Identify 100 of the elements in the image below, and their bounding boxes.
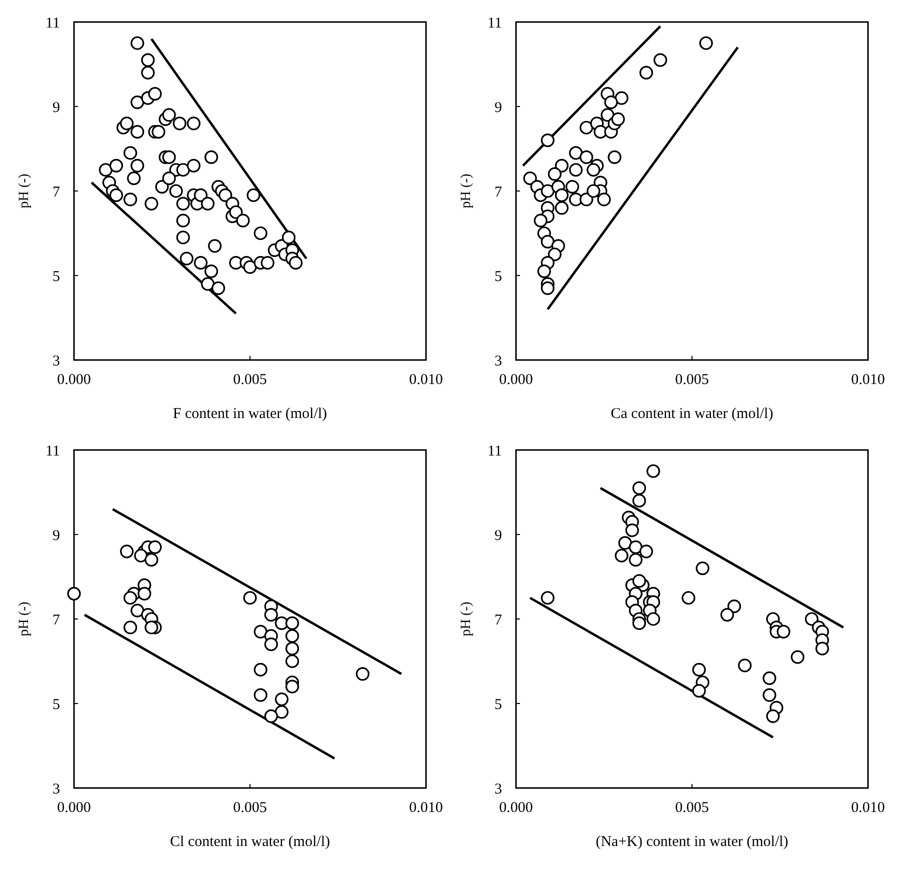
point — [548, 167, 562, 181]
point — [762, 671, 776, 685]
y-tick-label: 11 — [46, 443, 60, 460]
x-tick-label: 0.005 — [675, 372, 709, 388]
point — [628, 540, 642, 554]
point — [540, 234, 554, 248]
point — [124, 591, 138, 605]
point — [639, 66, 654, 80]
point — [804, 612, 818, 626]
x-tick-label: 0.005 — [675, 800, 709, 816]
point — [274, 692, 288, 706]
y-tick-label: 9 — [52, 100, 60, 116]
point — [586, 184, 600, 198]
y-axis-title: pH (-) — [459, 173, 474, 208]
point — [130, 604, 144, 618]
point — [540, 591, 554, 605]
point — [646, 612, 660, 626]
point — [738, 658, 752, 672]
y-tick-label: 11 — [46, 15, 60, 32]
point — [285, 654, 300, 668]
point — [285, 629, 300, 643]
y-tick-label: 5 — [494, 268, 502, 285]
y-axis-title: pH (-) — [17, 601, 32, 636]
point — [264, 608, 278, 622]
point — [285, 616, 300, 630]
point — [611, 112, 625, 126]
point — [580, 120, 594, 134]
x-axis-title: (Na+K) content in water (mol/l) — [596, 834, 788, 850]
point — [608, 150, 622, 164]
point — [67, 586, 81, 600]
point — [776, 624, 790, 638]
point — [632, 494, 646, 508]
point — [790, 650, 804, 664]
y-tick-label: 9 — [52, 528, 60, 544]
point — [646, 464, 660, 478]
y-axis-title: pH (-) — [459, 601, 474, 636]
point — [580, 192, 594, 206]
point — [720, 608, 734, 622]
x-tick-label: 0.005 — [233, 372, 267, 388]
x-tick-label: 0.010 — [851, 800, 885, 816]
y-tick-label: 3 — [52, 353, 60, 370]
point — [569, 146, 583, 160]
x-tick-label: 0.000 — [499, 800, 533, 816]
point — [148, 540, 162, 554]
point — [264, 709, 278, 723]
point — [144, 620, 158, 634]
point — [614, 91, 628, 105]
point — [614, 548, 628, 562]
point — [554, 158, 569, 172]
point — [285, 642, 300, 656]
x-tick-label: 0.010 — [409, 372, 443, 388]
point — [632, 616, 646, 630]
point — [625, 523, 639, 538]
point — [554, 201, 569, 215]
point — [696, 562, 710, 576]
x-tick-label: 0.000 — [57, 800, 91, 816]
point — [523, 172, 537, 186]
y-tick-label: 9 — [494, 528, 502, 544]
point — [628, 553, 642, 567]
point — [727, 600, 742, 614]
point — [604, 95, 618, 110]
point — [537, 264, 551, 278]
point — [540, 184, 554, 198]
point — [580, 150, 594, 164]
x-axis-title: Cl content in water (mol/l) — [170, 834, 330, 850]
y-tick-label: 3 — [494, 781, 502, 798]
y-tick-label: 7 — [494, 612, 502, 628]
point — [639, 544, 654, 558]
point — [632, 574, 646, 588]
y-tick-label: 3 — [52, 781, 60, 798]
y-tick-label: 11 — [488, 443, 502, 460]
point — [554, 188, 569, 202]
point — [540, 281, 554, 295]
point — [264, 638, 278, 652]
x-tick-label: 0.000 — [57, 372, 91, 388]
y-tick-label: 7 — [52, 184, 60, 200]
point — [586, 163, 600, 177]
point — [285, 680, 300, 694]
point — [566, 180, 580, 194]
point — [569, 163, 583, 177]
point — [120, 544, 134, 558]
x-axis-title: Ca content in water (mol/l) — [610, 406, 774, 422]
point — [254, 688, 268, 702]
point — [540, 134, 554, 148]
y-tick-label: 5 — [494, 696, 502, 713]
point — [762, 688, 776, 702]
point — [692, 684, 706, 698]
point — [134, 548, 148, 562]
x-tick-label: 0.000 — [499, 372, 533, 388]
point — [254, 624, 268, 638]
x-tick-label: 0.010 — [409, 800, 443, 816]
point — [274, 705, 288, 719]
point — [144, 553, 158, 567]
y-tick-label: 7 — [52, 612, 60, 628]
point — [548, 248, 562, 262]
y-tick-label: 5 — [52, 268, 60, 285]
point — [597, 192, 611, 206]
y-axis-title: pH (-) — [17, 173, 32, 208]
point — [699, 36, 713, 50]
point — [124, 620, 138, 634]
